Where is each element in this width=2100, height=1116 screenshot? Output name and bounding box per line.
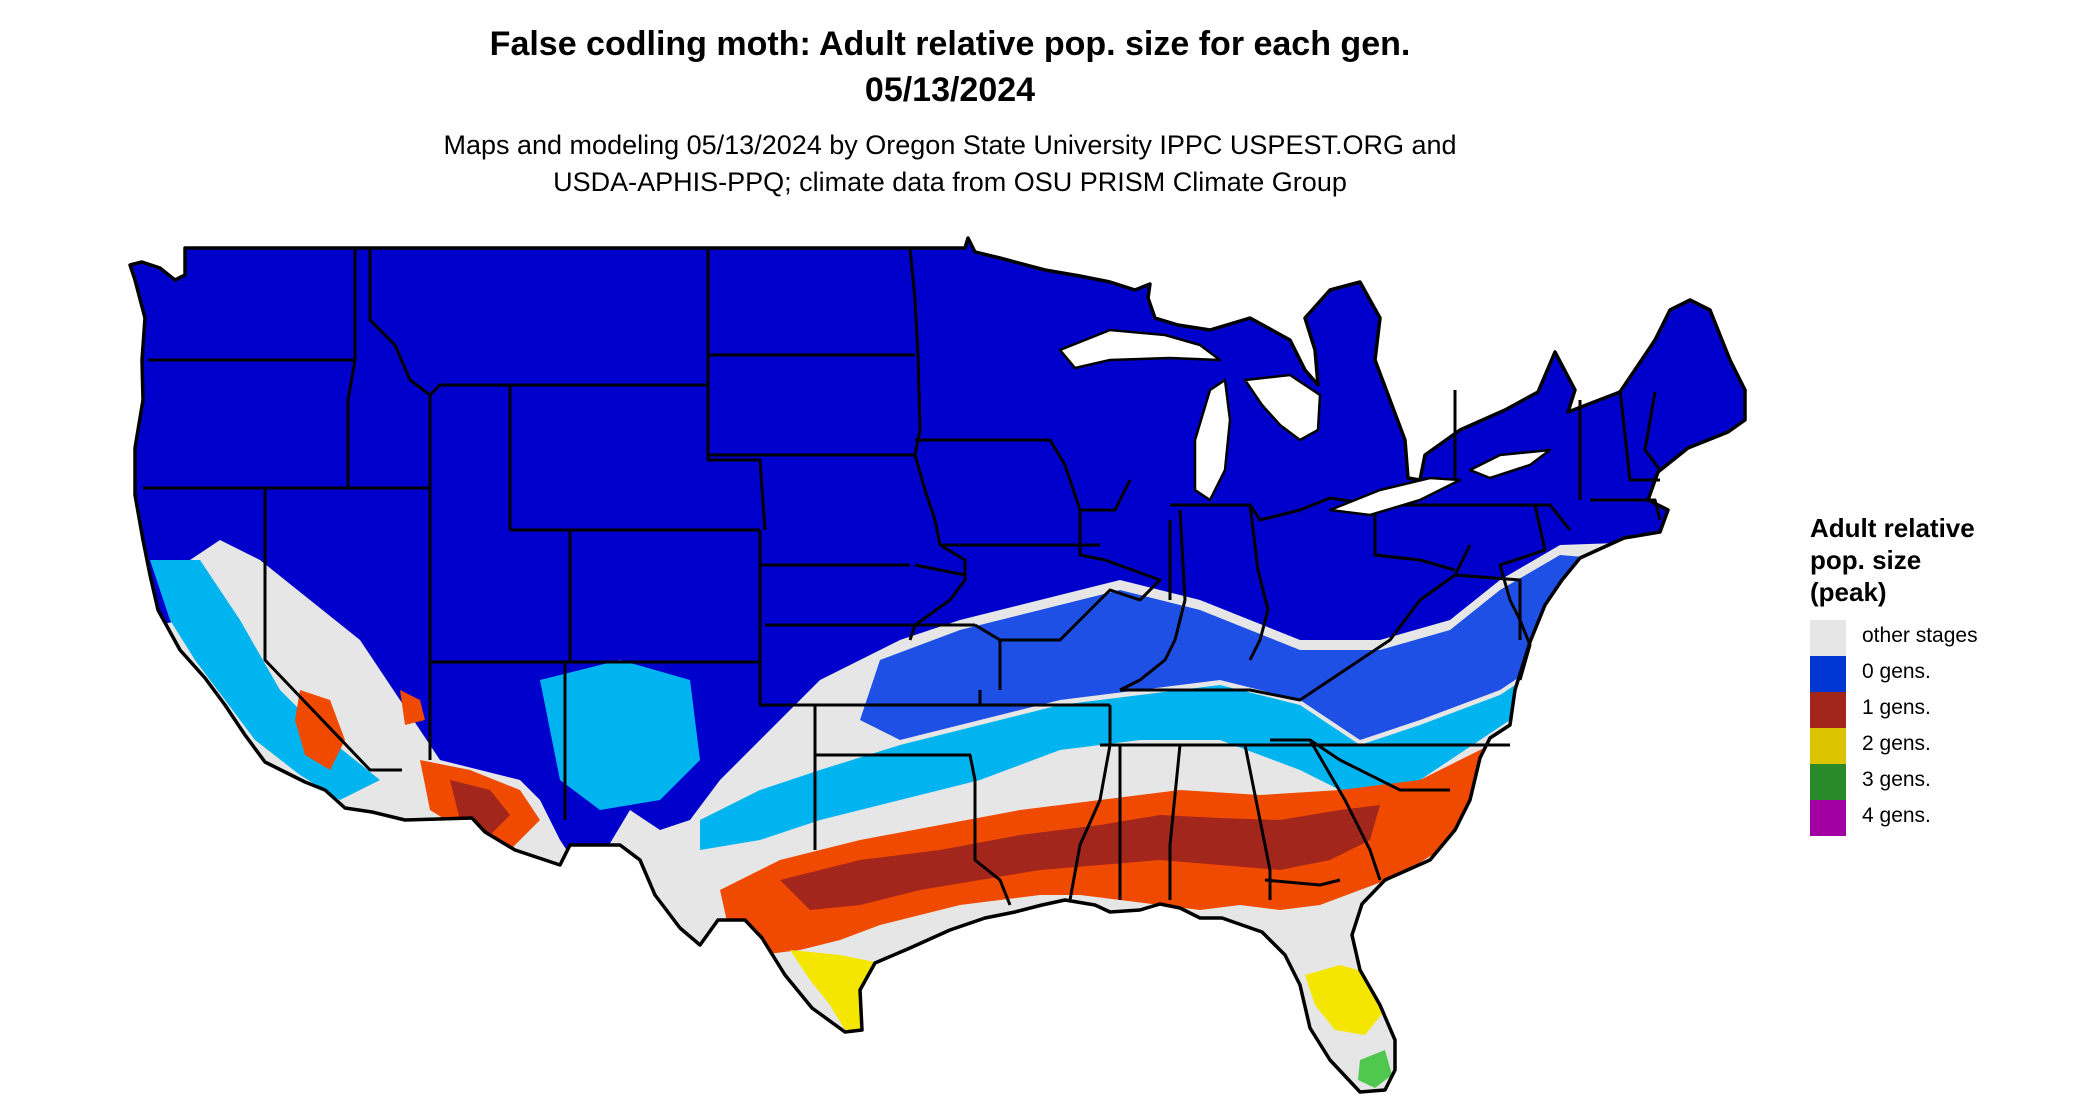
map-title-line1: False codling moth: Adult relative pop. … [489, 25, 1411, 63]
map-title-line2: 05/13/2024 [864, 71, 1036, 109]
map-subtitle-line2: USDA-APHIS-PPQ; climate data from OSU PR… [553, 167, 1347, 197]
legend-swatch [1810, 728, 1846, 764]
us-phenology-map [128, 236, 1747, 1094]
legend-title-line3: (peak) [1810, 577, 1887, 607]
legend-title-line1: Adult relative [1810, 513, 1975, 543]
legend-label: 2 gens. [1862, 732, 1931, 755]
legend-label: other stages [1862, 624, 1978, 647]
legend-title: Adult relative pop. size (peak) [1810, 512, 1975, 608]
legend-swatch [1810, 764, 1846, 800]
legend-label: 4 gens. [1862, 804, 1931, 827]
legend-swatch [1810, 656, 1846, 692]
legend-swatch [1810, 800, 1846, 836]
legend-swatch [1810, 692, 1846, 728]
legend-swatch [1810, 620, 1846, 656]
legend-title-line2: pop. size [1810, 545, 1922, 575]
legend-label: 1 gens. [1862, 696, 1931, 719]
legend-label: 0 gens. [1862, 660, 1931, 683]
map-subtitle-line1: Maps and modeling 05/13/2024 by Oregon S… [443, 130, 1457, 160]
legend-label: 3 gens. [1862, 768, 1931, 791]
